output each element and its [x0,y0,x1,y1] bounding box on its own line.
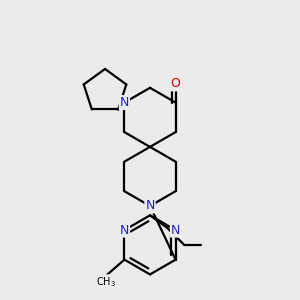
Text: N: N [145,200,155,212]
Text: N: N [171,224,180,237]
Text: CH$_3$: CH$_3$ [96,275,116,289]
Text: O: O [171,77,181,90]
Text: N: N [120,224,129,237]
Text: N: N [120,96,129,109]
